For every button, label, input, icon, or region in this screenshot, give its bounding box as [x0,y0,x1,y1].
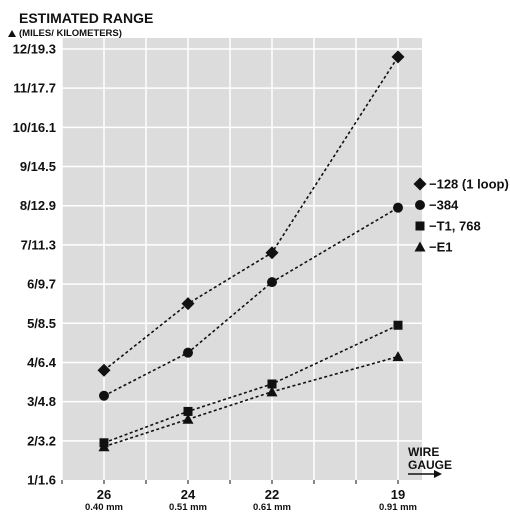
data-point-circle [393,202,403,213]
x-tick-label: 22 [265,487,279,502]
data-point-circle [267,277,277,288]
x-axis-arrow-icon [434,470,442,478]
legend-circle-icon [415,200,425,210]
y-tick-label: 2/3.2 [27,433,56,448]
legend-diamond-icon [413,177,427,191]
data-point-square [393,320,403,330]
legend-label: −E1 [429,240,453,255]
y-tick-label: 9/14.5 [20,159,56,174]
y-tick-label: 10/16.1 [13,120,56,135]
y-axis-arrow-icon [8,30,16,37]
x-tick-sublabel: 0.91 mm [379,502,417,512]
y-tick-label: 5/8.5 [27,316,56,331]
series-line [103,56,399,371]
x-tick-sublabel: 0.40 mm [85,502,123,512]
y-tick-label: 7/11.3 [21,237,56,252]
y-tick-label: 1/1.6 [27,473,56,488]
y-tick-label: 6/9.7 [27,277,56,292]
data-point-square [267,379,277,389]
y-tick-label: 12/19.3 [13,42,56,57]
data-point-diamond [265,246,279,260]
x-tick-label: 24 [181,487,196,502]
data-point-diamond [391,50,405,64]
y-tick-label: 11/17.7 [13,81,56,96]
y-tick-label: 4/6.4 [27,355,57,370]
series-lines [103,56,399,448]
x-axis-label-line1: WIRE [408,445,439,459]
series-line [103,207,399,397]
legend-label: −384 [429,198,459,213]
legend-triangle-icon [414,241,426,252]
x-axis-label-line2: GAUGE [408,458,452,472]
data-point-triangle [98,441,110,452]
data-point-triangle [266,386,278,397]
data-point-diamond [97,363,111,377]
data-point-square [183,406,193,416]
y-tick-label: 8/12.9 [20,198,56,213]
x-axis-ticks: 260.40 mm 240.51 mm 220.61 mm 190.91 mm [61,480,417,512]
x-tick-label: 26 [97,487,111,502]
x-tick-sublabel: 0.61 mm [253,502,291,512]
legend-label: −128 (1 loop) [429,177,509,192]
data-point-triangle [182,413,194,424]
legend: −128 (1 loop) −384 −T1, 768 −E1 [413,177,509,255]
y-tick-label: 3/4.8 [27,394,56,409]
series-line [103,355,399,448]
series-line [103,324,399,444]
x-tick-sublabel: 0.51 mm [169,502,207,512]
y-axis-ticks: 1/1.6 2/3.2 3/4.8 4/6.4 5/8.5 6/9.7 7/11.3 8/12… [13,42,57,488]
data-point-diamond [181,297,195,311]
series-markers [97,50,405,452]
data-point-circle [183,347,193,358]
data-point-circle [99,390,109,401]
x-tick-label: 19 [391,487,405,502]
y-axis-sublabel: (MILES/ KILOMETERS) [19,28,122,39]
legend-square-icon [415,221,425,231]
chart-title: ESTIMATED RANGE [19,10,153,26]
plot-area [62,38,422,480]
legend-label: −T1, 768 [429,219,481,234]
data-point-triangle [392,351,404,362]
